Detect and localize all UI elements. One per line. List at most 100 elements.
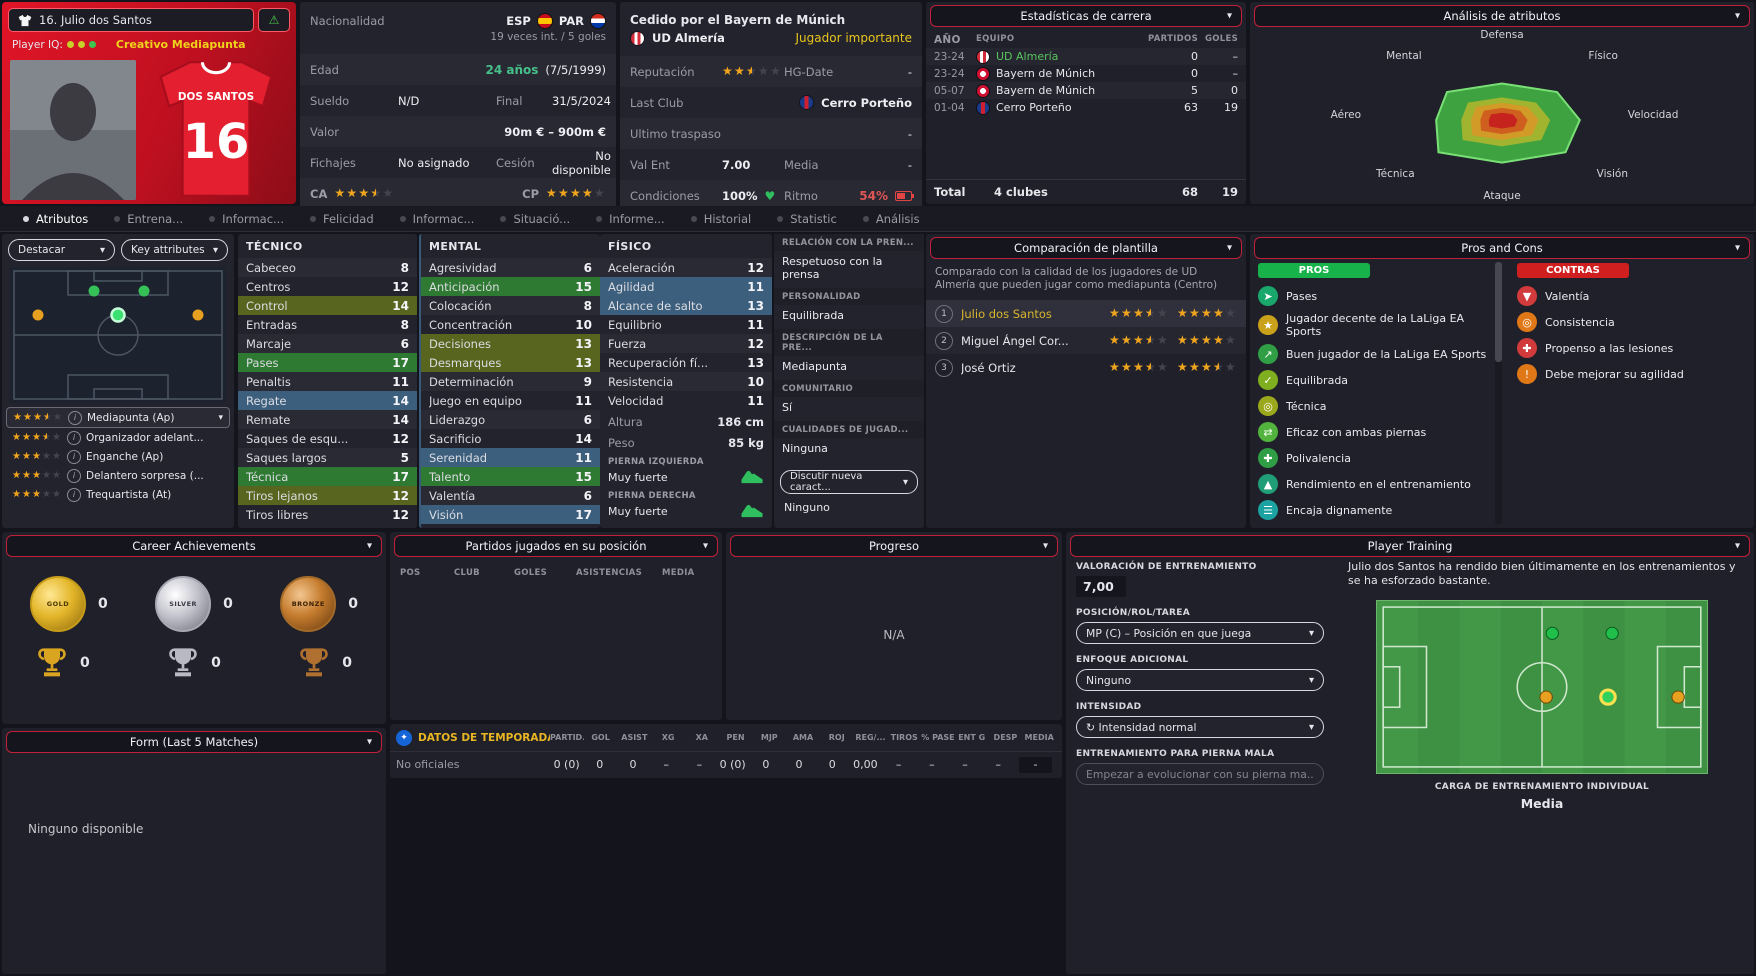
position-dot-selected[interactable]	[110, 307, 126, 323]
training-focus-dropdown[interactable]: Ninguno ▾	[1076, 669, 1324, 691]
attribute-analysis-header[interactable]: Análisis de atributos ▾	[1254, 5, 1750, 27]
attribute-row[interactable]: Penaltis 11	[238, 372, 417, 391]
attribute-row[interactable]: Técnica 17	[238, 467, 417, 486]
attribute-row[interactable]: Recuperación fí... 13	[608, 355, 764, 370]
attribute-row[interactable]: Equilibrio 11	[608, 317, 764, 332]
pro-item[interactable]: ★ Jugador decente de la LaLiga EA Sports	[1258, 312, 1490, 338]
attribute-row[interactable]: Centros 12	[246, 279, 409, 294]
form-header[interactable]: Form (Last 5 Matches) ▾	[6, 731, 382, 753]
attribute-row[interactable]: Decisiones 13	[421, 334, 600, 353]
attribute-row[interactable]: Resistencia 10	[600, 372, 772, 391]
position-dot-orange[interactable]	[32, 309, 44, 321]
position-rating-row[interactable]: ★★★★★★★★★★ i Mediapunta (Ap) ▾	[6, 407, 230, 428]
season-data-link[interactable]: DATOS DE TEMPORADA >	[418, 731, 550, 744]
career-stats-header[interactable]: Estadísticas de carrera ▾	[930, 5, 1242, 27]
attribute-row[interactable]: Cabeceo 8	[238, 258, 417, 277]
info-icon[interactable]: i	[68, 410, 82, 425]
career-achievements-header[interactable]: Career Achievements ▾	[6, 535, 382, 557]
attribute-row[interactable]: Concentración 10	[429, 317, 592, 332]
tab[interactable]: Historial	[678, 206, 765, 232]
attribute-row[interactable]: Fuerza 12	[600, 334, 772, 353]
squad-comparison-row[interactable]: 1 Julio dos Santos ★★★★★★★★★★ ★★★★★★★★★★	[926, 300, 1246, 327]
attribute-row[interactable]: Tiros libres 12	[246, 507, 409, 522]
tab[interactable]: Informe...	[583, 206, 678, 232]
current-club[interactable]: UD Almería	[652, 31, 725, 45]
scrollbar-handle[interactable]	[1495, 262, 1502, 362]
attribute-row[interactable]: Control 14	[238, 296, 417, 315]
con-item[interactable]: ! Debe mejorar su agilidad	[1517, 364, 1748, 384]
pros-cons-header[interactable]: Pros and Cons ▾	[1254, 237, 1750, 259]
pro-item[interactable]: ▲ Rendimiento en el entrenamiento	[1258, 474, 1490, 494]
training-dot-green[interactable]	[1605, 626, 1619, 640]
attribute-row[interactable]: Liderazgo 6	[421, 410, 600, 429]
player-training-header[interactable]: Player Training ▾	[1070, 535, 1750, 557]
attribute-row[interactable]: Desmarques 13	[421, 353, 600, 372]
last-club[interactable]: Cerro Porteño	[821, 95, 912, 110]
progress-header[interactable]: Progreso ▾	[730, 535, 1058, 557]
key-attributes-dropdown[interactable]: Key attributes ▾	[121, 239, 228, 261]
attribute-row[interactable]: Tiros lejanos 12	[238, 486, 417, 505]
squad-comparison-header[interactable]: Comparación de plantilla ▾	[930, 237, 1242, 259]
career-stats-row[interactable]: 23-24 Bayern de Múnich 0 –	[934, 66, 1238, 81]
season-data-row[interactable]: No oficiales 0 (0) 0 0– –0 (0) 0 0 0 0,00– – – – -	[390, 752, 1062, 777]
warning-icon[interactable]: ⚠	[258, 8, 290, 32]
tab[interactable]: Entrena...	[101, 206, 196, 232]
pro-item[interactable]: ☰ Encaja dignamente	[1258, 500, 1490, 520]
position-rating-row[interactable]: ★★★★★★★★★★ i Enganche (Ap) ▾	[12, 449, 164, 464]
con-item[interactable]: ✚ Propenso a las lesiones	[1517, 338, 1748, 358]
training-intensity-dropdown[interactable]: ↻ Intensidad normal ▾	[1076, 716, 1324, 738]
training-position-dropdown[interactable]: MP (C) – Posición en que juega ▾	[1076, 622, 1324, 644]
pro-item[interactable]: ➤ Pases	[1258, 286, 1490, 306]
info-icon[interactable]: i	[67, 430, 81, 445]
career-stats-row[interactable]: 01-04 Cerro Porteño 63 19	[934, 100, 1238, 115]
attribute-row[interactable]: Remate 14	[238, 410, 417, 429]
position-dot-green[interactable]	[138, 285, 150, 297]
con-item[interactable]: ▼ Valentía	[1517, 286, 1748, 306]
discuss-trait-dropdown[interactable]: Discutir nueva caract... ▾	[780, 470, 918, 494]
weak-foot-training-dropdown[interactable]: Empezar a evolucionar con su pierna ma..…	[1076, 763, 1324, 785]
attribute-row[interactable]: Anticipación 15	[421, 277, 600, 296]
info-icon[interactable]: i	[67, 449, 81, 464]
attribute-row[interactable]: Velocidad 11	[608, 393, 764, 408]
position-rating-row[interactable]: ★★★★★★★★★★ i Organizador adelant... ▾	[12, 430, 204, 445]
matches-header[interactable]: Partidos jugados en su posición ▾	[394, 535, 718, 557]
con-item[interactable]: ◎ Consistencia	[1517, 312, 1748, 332]
tab[interactable]: Informac...	[196, 206, 297, 232]
pro-item[interactable]: ⇄ Eficaz con ambas piernas	[1258, 422, 1490, 442]
tab[interactable]: Atributos	[10, 206, 101, 232]
tab[interactable]: Felicidad	[297, 206, 387, 232]
pro-item[interactable]: ✓ Equilibrada	[1258, 370, 1490, 390]
attribute-row[interactable]: Marcaje 6	[238, 334, 417, 353]
squad-comparison-row[interactable]: 2 Miguel Ángel Cor... ★ ★ ★ ★ ★ ★ ★ ★ ★ ★ ★ ★ ★ ★ ★ ★ ★…	[926, 327, 1246, 354]
attribute-row[interactable]: Agresividad 6	[421, 258, 600, 277]
attribute-row[interactable]: Serenidad 11	[421, 448, 600, 467]
info-icon[interactable]: i	[67, 468, 81, 483]
tab[interactable]: Statistic	[764, 206, 850, 232]
attribute-row[interactable]: Aceleración 12	[600, 258, 772, 277]
attribute-row[interactable]: Colocación 8	[421, 296, 600, 315]
pro-item[interactable]: ◎ Técnica	[1258, 396, 1490, 416]
attribute-row[interactable]: Talento 15	[421, 467, 600, 486]
squad-comparison-row[interactable]: 3 José Ortiz ★★★★★★★★★★ ★★★★★★★★★★	[926, 354, 1246, 381]
attribute-row[interactable]: Determinación 9	[421, 372, 600, 391]
attribute-row[interactable]: Saques de esqu... 12	[246, 431, 409, 446]
position-rating-row[interactable]: ★★★★★★★★★★ i Trequartista (At) ▾	[12, 487, 172, 502]
attribute-row[interactable]: Entradas 8	[246, 317, 409, 332]
attribute-row[interactable]: Valentía 6	[421, 486, 600, 505]
career-stats-row[interactable]: 23-24 UD Almería 0 –	[926, 48, 1246, 65]
attribute-row[interactable]: Alcance de salto 13	[600, 296, 772, 315]
destacar-dropdown[interactable]: Destacar ▾	[8, 239, 115, 261]
training-dot-green[interactable]	[1545, 626, 1560, 640]
position-dot-orange[interactable]	[192, 309, 204, 321]
training-dot-orange[interactable]	[1539, 690, 1553, 704]
pro-item[interactable]: ✚ Polivalencia	[1258, 448, 1490, 468]
player-name-bar[interactable]: 16. Julio dos Santos	[8, 8, 254, 32]
attribute-row[interactable]: Pases 17	[238, 353, 417, 372]
tab[interactable]: Análisis	[850, 206, 933, 232]
attribute-row[interactable]: Juego en equipo 11	[429, 393, 592, 408]
pro-item[interactable]: ↗ Buen jugador de la LaLiga EA Sports	[1258, 344, 1490, 364]
tab[interactable]: Situació...	[487, 206, 583, 232]
attribute-row[interactable]: Regate 14	[238, 391, 417, 410]
position-rating-row[interactable]: ★★★★★★★★★★ i Delantero sorpresa (... ▾	[12, 468, 204, 483]
training-dot-selected[interactable]	[1599, 688, 1617, 706]
